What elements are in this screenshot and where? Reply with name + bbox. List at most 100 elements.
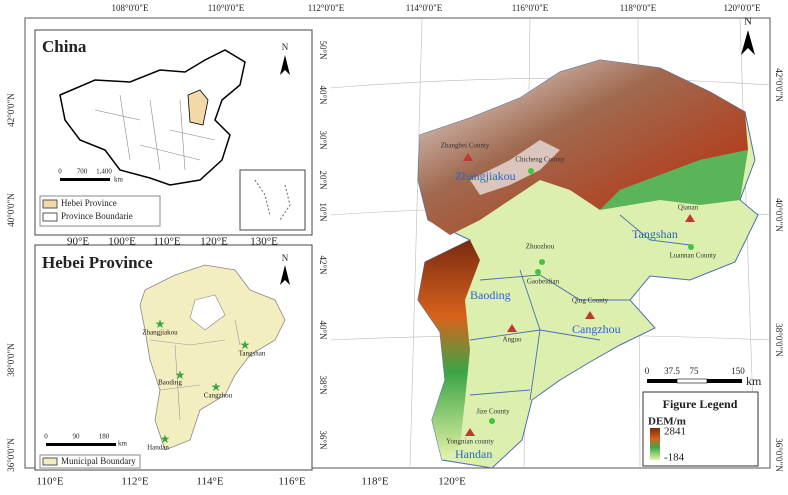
scale-label: 0 (58, 168, 62, 176)
north-arrow (741, 30, 755, 55)
lat-label: 38°0'0"N (6, 343, 16, 377)
lon-label: 114°0'0"E (406, 3, 443, 13)
scale-bar (46, 443, 116, 446)
scale-label: 1,400 (96, 168, 112, 176)
lon-label: 110°E (36, 476, 63, 488)
city-label: Handan (455, 447, 492, 461)
hebei-inset: Hebei Province N ★ ★ ★ ★ ★ Zhangjiakou T… (34, 244, 328, 471)
circle (535, 269, 541, 275)
hebei-highlight (187, 89, 209, 126)
lat-label: 38°0'0"N (774, 323, 784, 357)
lat-label: 40°0'0"N (774, 198, 784, 232)
legend-swatch (42, 199, 58, 209)
lon-label: 114°E (196, 476, 223, 488)
scale-label: 700 (77, 168, 88, 176)
county-label: Yongnian county (446, 438, 494, 446)
star: ★ (211, 380, 222, 394)
county-label: Jize County (476, 408, 510, 416)
lat-label: 40°N (318, 320, 328, 340)
triangle (465, 428, 475, 436)
north-label: N (744, 16, 752, 28)
county-label: Gaobeidian (527, 278, 560, 286)
county-label: Anguo (502, 336, 522, 344)
circle (528, 168, 534, 174)
dem-high: 2841 (664, 426, 686, 438)
municipal-boundaries (469, 214, 691, 401)
dem-low: -184 (664, 452, 685, 464)
city-label: Zhangjiakou (455, 169, 516, 183)
star: ★ (155, 317, 166, 331)
main-map: N Zhangbei County Chicheng County Qianan… (417, 16, 762, 469)
city-label: Cangzhou (572, 322, 621, 336)
scale-bar (60, 178, 110, 181)
city-label: Cangzhou (204, 392, 233, 400)
graticule-top: 108°0'0"E 110°0'0"E 112°0'0"E 114°0'0"E … (112, 3, 761, 13)
lon-label: 118°E (361, 476, 388, 488)
scale-label: 150 (731, 366, 745, 376)
inset-title: Hebei Province (42, 253, 153, 272)
lat-label: 40°N (318, 85, 328, 105)
lon-label: 112°E (121, 476, 148, 488)
county-label: Qianan (678, 204, 699, 212)
lat-label: 36°0'0"N (6, 438, 16, 472)
lat-label: 40°0'0"N (6, 193, 16, 227)
circle (489, 418, 495, 424)
lon-label: 116°0'0"E (512, 3, 549, 13)
triangle (507, 324, 517, 332)
beijing-hole (189, 294, 226, 331)
north-label: N (282, 253, 289, 263)
lat-label: 42°0'0"N (6, 93, 16, 127)
city-label: Handan (147, 444, 169, 452)
city-label: Baoding (470, 288, 511, 302)
legend-box (39, 454, 141, 469)
county-markers (463, 153, 695, 436)
high-peaks (470, 140, 560, 195)
scale-segment (676, 378, 708, 384)
scale-segment (707, 379, 742, 383)
city-label: Tangshan (632, 227, 678, 241)
county-label: Luannan County (670, 252, 717, 260)
municipal-lines (149, 319, 241, 421)
frame (24, 17, 771, 469)
inset-title: China (42, 37, 87, 56)
graticule-right: 42°0'0"N 40°0'0"N 38°0'0"N 36°0'0"N (774, 68, 784, 472)
circle (539, 259, 545, 265)
china-inset: China N 0 700 1,400 km Hebei Province Pr… (34, 29, 328, 248)
star: ★ (240, 338, 251, 352)
lat-label: 36°0'0"N (774, 438, 784, 472)
scale-unit: km (118, 440, 128, 448)
triangle (463, 153, 473, 161)
lon-label: 112°0'0"E (308, 3, 345, 13)
legend-label: Municipal Boundary (61, 456, 136, 466)
legend-dem: DEM/m (648, 416, 686, 428)
dem-ramp (650, 428, 660, 460)
legend-label: Province Boundarie (61, 211, 133, 221)
lat-label: 30°N (318, 130, 328, 150)
scale-label: 37.5 (664, 366, 680, 376)
county-label: Qing County (572, 297, 609, 305)
county-label: Chicheng County (515, 156, 565, 164)
legend-box (39, 195, 161, 227)
lon-label: 110°0'0"E (208, 3, 245, 13)
lon-label: 120°0'0"E (724, 3, 761, 13)
legend-swatch (42, 212, 58, 222)
lat-label: 38°N (318, 375, 328, 395)
city-stars: ★ ★ ★ ★ ★ (155, 317, 251, 446)
hebei-outline (139, 264, 286, 451)
city-label: Zhangjiakou (142, 329, 178, 337)
triangle (585, 311, 595, 319)
taihang-range (418, 240, 480, 460)
scale-segment (647, 379, 677, 383)
legend-swatch (42, 457, 58, 466)
lat-label: 50°N (318, 40, 328, 60)
lat-label: 36°N (318, 430, 328, 450)
lon-label: 108°0'0"E (112, 3, 149, 13)
scale-label: 0 (44, 433, 48, 441)
lat-label: 20°N (318, 170, 328, 190)
triangle (685, 214, 695, 222)
circle (688, 244, 694, 250)
county-label: Zhangbei County (441, 142, 490, 150)
scale-label: 0 (645, 366, 650, 376)
north-label: N (282, 42, 289, 52)
